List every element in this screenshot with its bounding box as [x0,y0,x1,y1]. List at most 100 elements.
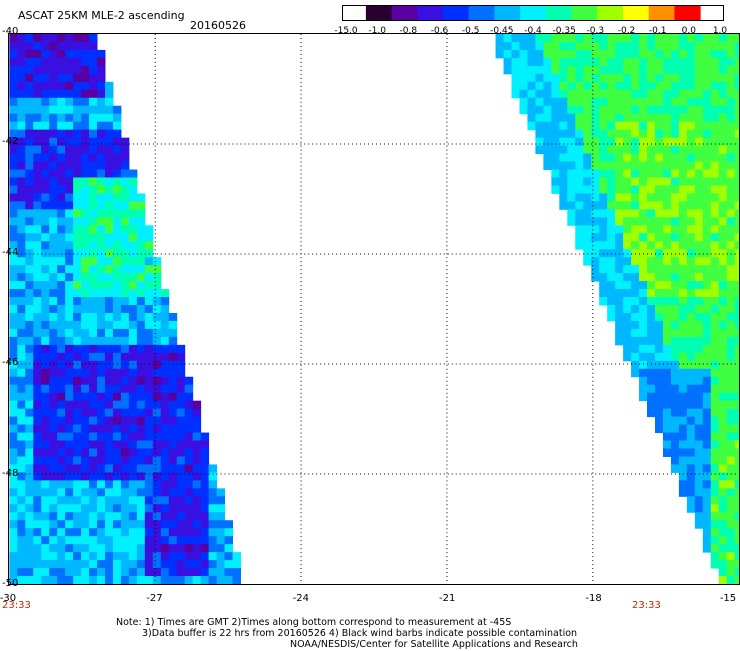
wind-cell [25,225,34,234]
wind-cell [583,129,592,139]
wind-cell [654,384,664,394]
wind-cell [33,121,42,131]
wind-cell [710,185,720,194]
wind-cell [702,273,712,282]
wind-cell [89,233,98,242]
wind-cell [136,289,146,298]
wind-cell [662,225,672,234]
wind-cell [112,464,122,473]
wind-cell [710,193,720,202]
wind-cell [216,552,226,561]
wind-cell [710,145,720,155]
wind-cell [567,41,576,51]
wind-cell [33,49,42,59]
wind-cell [718,129,728,139]
wind-cell [9,384,18,394]
wind-cell [144,408,154,418]
wind-cell [104,312,114,322]
wind-cell [662,65,672,75]
wind-cell [120,576,130,584]
wind-cell [702,209,712,218]
wind-cell [81,528,90,537]
wind-cell [57,568,66,577]
wind-cell [599,57,608,67]
wind-cell [192,448,202,457]
wind-cell [168,520,178,529]
wind-cell [511,73,520,83]
wind-cell [710,384,720,394]
color-scale-bar [342,5,724,21]
wind-cell [662,305,672,314]
wind-cell [654,368,664,378]
wind-cell [176,440,186,449]
wind-cell [89,209,98,218]
wind-cell [17,57,26,67]
wind-cell [710,464,720,473]
wind-cell [57,73,66,83]
wind-cell [128,456,138,465]
wind-cell [160,376,170,386]
wind-cell [726,392,736,402]
wind-cell [662,73,672,83]
wind-cell [33,336,42,346]
wind-cell [734,41,739,51]
wind-cell [623,344,632,354]
wind-cell [670,305,680,314]
wind-cell [112,129,122,139]
wind-cell [726,97,736,107]
wind-cell [81,424,90,434]
wind-cell [639,89,648,99]
wind-cell [670,129,680,139]
wind-cell [567,73,576,83]
wind-cell [17,153,26,163]
wind-cell [33,352,42,362]
wind-cell [73,34,82,43]
wind-cell [160,400,170,410]
wind-cell [567,185,576,194]
wind-cell [65,472,74,481]
wind-cell [686,249,696,258]
wind-cell [559,137,568,147]
wind-cell [33,408,42,418]
wind-cell [73,424,82,434]
wind-cell [726,576,736,584]
wind-cell [128,528,138,537]
wind-cell [184,568,194,577]
wind-cell [647,305,656,314]
wind-cell [128,432,138,442]
wind-cell [694,73,704,83]
wind-cell [726,137,736,147]
wind-cell [647,137,656,147]
wind-cell [527,105,536,115]
wind-cell [57,201,66,210]
wind-cell [144,233,154,242]
wind-cell [710,121,720,131]
wind-cell [670,448,680,457]
wind-cell [670,360,680,370]
wind-cell [726,177,736,186]
wind-cell [25,528,34,537]
wind-cell [128,281,138,290]
wind-cell [73,312,82,322]
wind-cell [639,105,648,115]
wind-cell [168,536,178,545]
wind-cell [686,416,696,426]
wind-cell [33,249,42,258]
wind-cell [120,528,130,537]
wind-cell [224,568,234,577]
wind-cell [591,273,600,282]
wind-cell [686,73,696,83]
wind-cell [65,273,74,282]
wind-cell [65,201,74,210]
wind-cell [97,456,106,465]
wind-cell [734,576,739,584]
wind-cell [128,408,138,418]
wind-cell [49,289,58,298]
wind-cell [192,480,202,489]
wind-cell [41,57,50,67]
wind-cell [9,65,18,75]
wind-cell [200,560,210,569]
wind-cell [33,105,42,115]
wind-cell [686,113,696,123]
wind-cell [734,273,739,282]
